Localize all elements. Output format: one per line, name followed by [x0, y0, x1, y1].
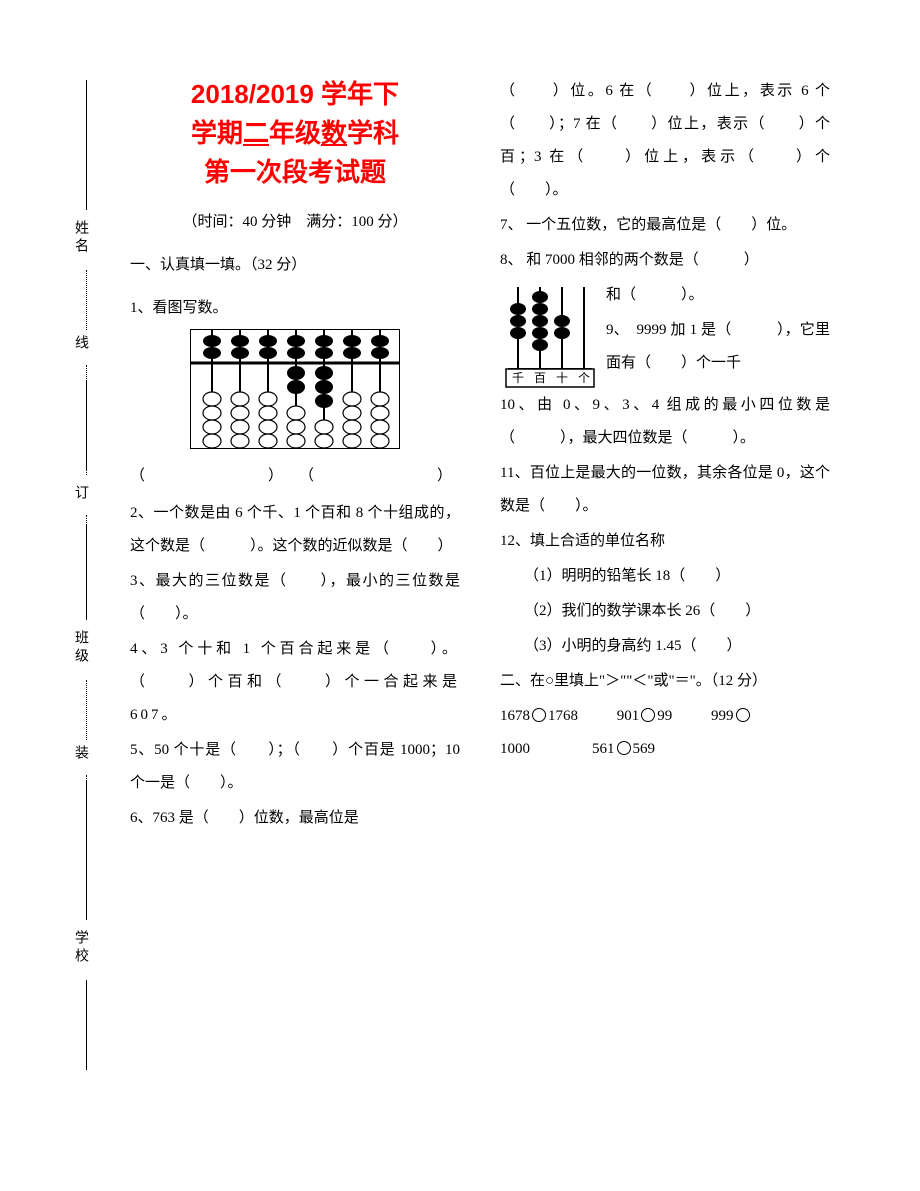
title-line1: 2018/2019 学年下	[130, 75, 460, 114]
circle-blank	[532, 708, 546, 722]
q12: 12、填上合适的单位名称	[500, 525, 830, 558]
title-line3: 第一次段考试题	[130, 153, 460, 192]
q8: 8、 和 7000 相邻的两个数是（ ）	[500, 244, 830, 277]
comp-val: 99	[657, 708, 672, 724]
section-2-heading: 二、在○里填上"＞""＜"或"＝"。（12 分）	[500, 665, 830, 698]
exam-title: 2018/2019 学年下 学期二年级数学科 第一次段考试题	[130, 75, 460, 192]
binding-line	[86, 980, 87, 1070]
circle-blank	[736, 708, 750, 722]
comparison-row-1: 1678 1768 901 99 999	[500, 700, 830, 733]
q12-2: （2）我们的数学课本长 26（ ）	[500, 595, 830, 628]
binding-line	[86, 80, 87, 210]
content-columns: 2018/2019 学年下 学期二年级数学科 第一次段考试题 （时间：40 分钟…	[130, 75, 890, 837]
q11: 11、百位上是最大的一位数，其余各位是 0，这个数是（ ）。	[500, 457, 830, 523]
q12-1: （1）明明的铅笔长 18（ ）	[500, 560, 830, 593]
circle-blank	[617, 741, 631, 755]
binding-line	[86, 525, 87, 620]
label-name: 姓名	[70, 220, 90, 256]
q1-label: 1、看图写数。	[130, 292, 460, 325]
label-zhuang: 装	[70, 745, 90, 763]
svg-text:十: 十	[556, 371, 568, 385]
comp-val: 999	[711, 708, 734, 724]
q12-3: （3）小明的身高约 1.45（ ）	[500, 630, 830, 663]
binding-dotted	[86, 680, 87, 740]
abacus-small-icon: 千 百 十 个	[500, 279, 600, 389]
q7: 7、 一个五位数，它的最高位是（ ）位。	[500, 209, 830, 242]
right-column: （ ）位。6 在（ ）位上，表示 6 个（ ）；7 在（ ）位上，表示（ ）个百…	[500, 75, 830, 837]
label-ding: 订	[70, 485, 90, 503]
q8-q9-block: 千 百 十 个 和（ ）。 9、 9999 加 1 是（ ），它里面有（ ）个一…	[500, 279, 830, 389]
svg-text:个: 个	[578, 371, 590, 385]
comp-val: 901	[617, 708, 640, 724]
comparison-row-2: 1000 561 569	[500, 733, 830, 766]
binding-dotted	[86, 270, 87, 330]
abacus-icon	[190, 329, 400, 449]
q1-answer-parens: （ ） （ ）	[130, 464, 460, 485]
exam-meta: （时间：40 分钟 满分：100 分）	[130, 210, 460, 231]
abacus-figure-large	[130, 329, 460, 454]
comp-val: 1678	[500, 708, 530, 724]
q6: 6、763 是（ ）位数，最高位是	[130, 802, 460, 835]
section-1-heading: 一、认真填一填。（32 分）	[130, 249, 460, 282]
comp-val: 1000	[500, 741, 530, 757]
label-xian: 线	[70, 335, 90, 353]
binding-strip: 姓名 线 订 班级 装 学校	[60, 80, 100, 1080]
svg-text:千: 千	[512, 371, 524, 385]
label-class: 班级	[70, 630, 90, 666]
comp-val: 1768	[548, 708, 578, 724]
q9: 9、 9999 加 1 是（ ），它里面有（ ）个一千	[606, 314, 830, 380]
binding-line	[86, 380, 87, 470]
q2: 2、一个数是由 6 个千、1 个百和 8 个十组成的，这个数是（ ）。这个数的近…	[130, 497, 460, 563]
comp-val: 569	[633, 741, 656, 757]
q4: 4、3 个十和 1 个百合起来是（ ）。（ ）个百和（ ）个一合起来是 607。	[130, 633, 460, 732]
comp-val: 561	[592, 741, 615, 757]
left-column: 2018/2019 学年下 学期二年级数学科 第一次段考试题 （时间：40 分钟…	[130, 75, 460, 837]
label-school: 学校	[70, 930, 90, 966]
q5: 5、50 个十是（ ）；（ ）个百是 1000；10 个一是（ ）。	[130, 734, 460, 800]
binding-line	[86, 780, 87, 920]
circle-blank	[641, 708, 655, 722]
q6-cont: （ ）位。6 在（ ）位上，表示 6 个（ ）；7 在（ ）位上，表示（ ）个百…	[500, 75, 830, 207]
q10: 10、由 0、9、3、4 组成的最小四位数是（ ），最大四位数是（ ）。	[500, 389, 830, 455]
svg-text:百: 百	[534, 371, 546, 385]
title-line2: 学期二年级数学科	[130, 114, 460, 153]
q3: 3、最大的三位数是（ ），最小的三位数是（ ）。	[130, 565, 460, 631]
q8b: 和（ ）。	[606, 279, 830, 312]
